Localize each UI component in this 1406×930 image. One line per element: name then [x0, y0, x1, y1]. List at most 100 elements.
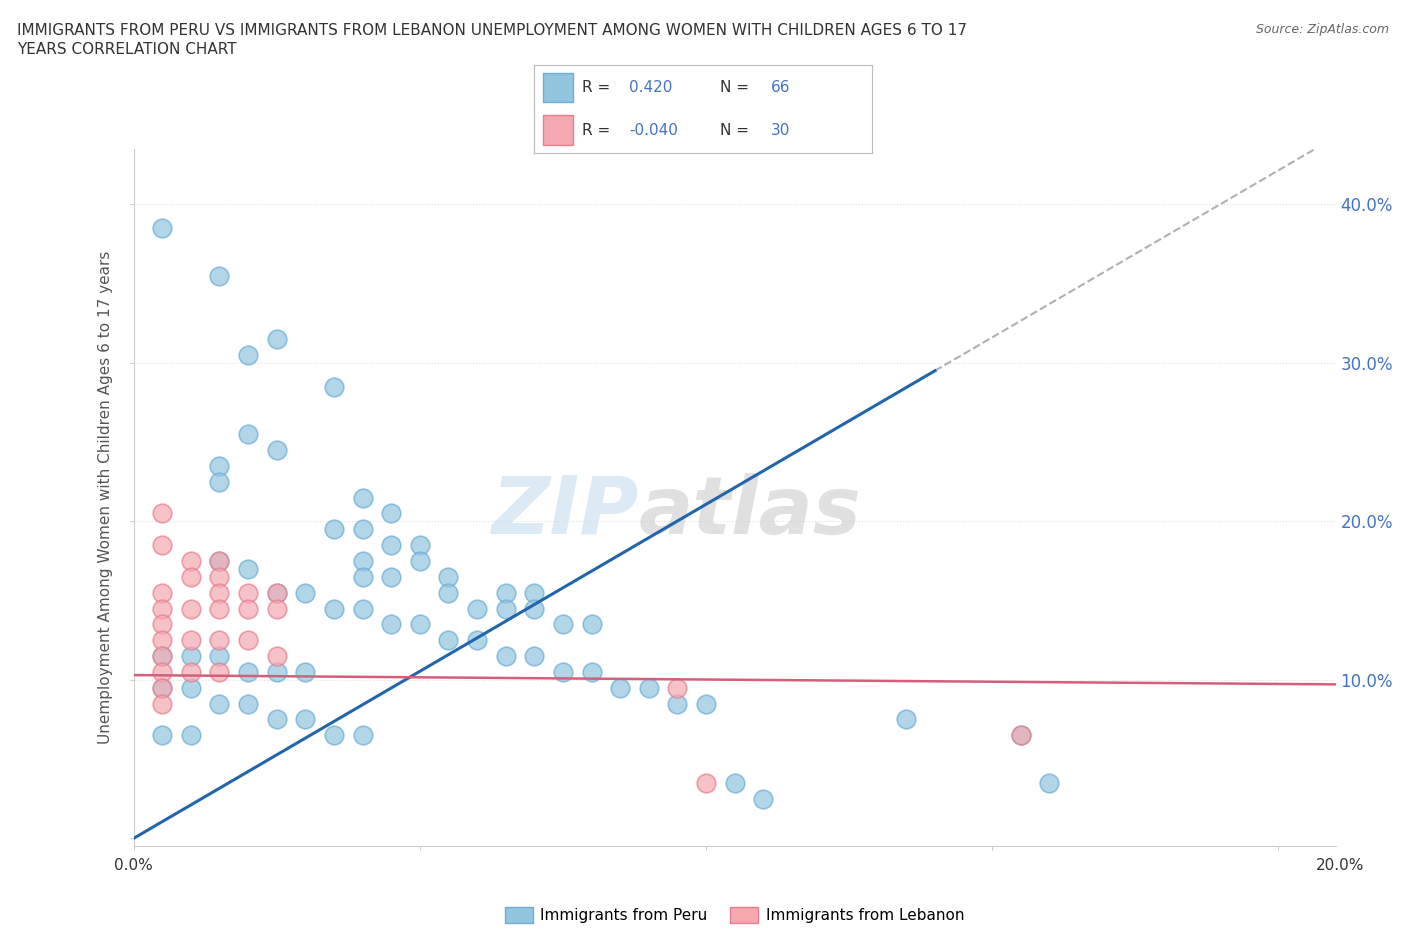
Point: [266, 712, 288, 727]
Point: [695, 776, 717, 790]
Point: [180, 569, 202, 584]
Point: [637, 681, 659, 696]
Point: [380, 506, 402, 521]
Point: [180, 665, 202, 680]
Point: [437, 632, 460, 647]
Point: [208, 632, 231, 647]
Text: N =: N =: [720, 123, 749, 138]
FancyBboxPatch shape: [543, 115, 574, 145]
Point: [495, 648, 517, 663]
Point: [150, 648, 173, 663]
Point: [236, 665, 259, 680]
Point: [581, 665, 603, 680]
Point: [180, 553, 202, 568]
Point: [352, 490, 374, 505]
Point: [352, 601, 374, 616]
Legend: Immigrants from Peru, Immigrants from Lebanon: Immigrants from Peru, Immigrants from Le…: [499, 901, 970, 929]
Point: [236, 585, 259, 600]
Point: [723, 776, 745, 790]
Point: [1010, 728, 1032, 743]
Point: [266, 601, 288, 616]
Point: [1010, 728, 1032, 743]
Point: [581, 617, 603, 631]
Point: [523, 585, 546, 600]
Point: [208, 553, 231, 568]
Point: [236, 632, 259, 647]
Point: [208, 458, 231, 473]
Point: [294, 585, 316, 600]
Text: R =: R =: [582, 123, 610, 138]
Point: [236, 348, 259, 363]
Point: [150, 648, 173, 663]
Point: [208, 585, 231, 600]
Text: Source: ZipAtlas.com: Source: ZipAtlas.com: [1256, 23, 1389, 36]
Point: [437, 585, 460, 600]
Point: [294, 712, 316, 727]
Point: [266, 332, 288, 347]
Point: [323, 379, 346, 394]
Point: [465, 601, 488, 616]
Y-axis label: Unemployment Among Women with Children Ages 6 to 17 years: Unemployment Among Women with Children A…: [98, 251, 114, 744]
Point: [266, 585, 288, 600]
Point: [150, 665, 173, 680]
Point: [523, 601, 546, 616]
Point: [180, 632, 202, 647]
Point: [150, 538, 173, 552]
Point: [208, 665, 231, 680]
Text: -0.040: -0.040: [628, 123, 678, 138]
Point: [352, 522, 374, 537]
Point: [180, 601, 202, 616]
Text: IMMIGRANTS FROM PERU VS IMMIGRANTS FROM LEBANON UNEMPLOYMENT AMONG WOMEN WITH CH: IMMIGRANTS FROM PERU VS IMMIGRANTS FROM …: [17, 23, 967, 38]
Point: [495, 585, 517, 600]
Text: N =: N =: [720, 80, 749, 95]
Point: [323, 522, 346, 537]
Point: [752, 791, 775, 806]
Text: 20.0%: 20.0%: [1316, 857, 1364, 872]
Point: [208, 601, 231, 616]
Text: YEARS CORRELATION CHART: YEARS CORRELATION CHART: [17, 42, 236, 57]
Point: [208, 697, 231, 711]
Point: [352, 553, 374, 568]
Text: 0.0%: 0.0%: [114, 857, 153, 872]
Point: [150, 506, 173, 521]
Point: [236, 697, 259, 711]
Point: [208, 553, 231, 568]
Point: [1038, 776, 1060, 790]
Point: [409, 553, 432, 568]
Point: [323, 728, 346, 743]
Point: [666, 697, 689, 711]
Point: [380, 569, 402, 584]
Point: [180, 681, 202, 696]
Point: [236, 562, 259, 577]
Point: [551, 665, 574, 680]
Point: [409, 538, 432, 552]
Point: [666, 681, 689, 696]
Point: [180, 728, 202, 743]
Text: 0.420: 0.420: [628, 80, 672, 95]
Point: [150, 617, 173, 631]
Point: [380, 538, 402, 552]
Text: ZIP: ZIP: [491, 472, 638, 551]
Text: R =: R =: [582, 80, 610, 95]
Point: [551, 617, 574, 631]
Point: [150, 632, 173, 647]
Point: [208, 474, 231, 489]
Point: [294, 665, 316, 680]
Point: [465, 632, 488, 647]
Point: [150, 220, 173, 235]
Point: [236, 601, 259, 616]
Point: [352, 728, 374, 743]
Point: [150, 681, 173, 696]
Point: [150, 728, 173, 743]
Point: [437, 569, 460, 584]
Point: [352, 569, 374, 584]
Text: 66: 66: [770, 80, 790, 95]
Point: [695, 697, 717, 711]
FancyBboxPatch shape: [543, 73, 574, 102]
Point: [266, 665, 288, 680]
Point: [409, 617, 432, 631]
Point: [495, 601, 517, 616]
Point: [323, 601, 346, 616]
Point: [266, 443, 288, 458]
Point: [896, 712, 918, 727]
